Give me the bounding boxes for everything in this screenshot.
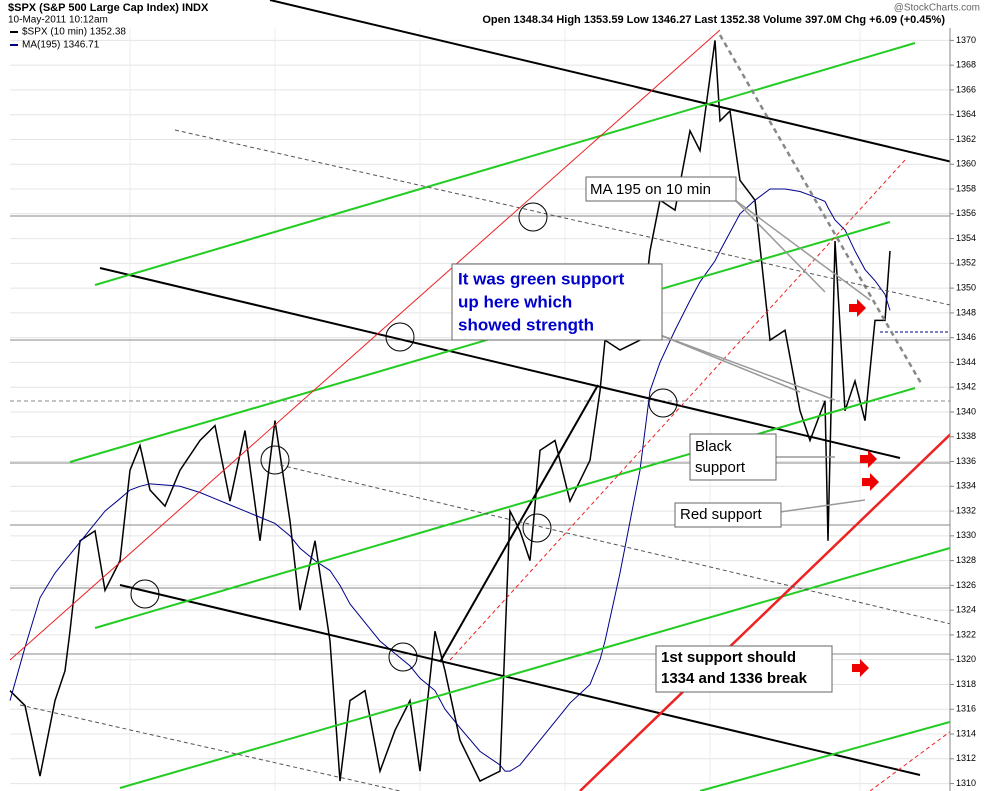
price-levels	[10, 215, 950, 655]
note: 1st support should	[661, 649, 796, 666]
y-tick-label: 1316	[956, 704, 976, 714]
y-tick-label: 1320	[956, 654, 976, 664]
y-tick-label: 1352	[956, 258, 976, 268]
y-tick-label: 1326	[956, 580, 976, 590]
note: support	[695, 459, 746, 476]
legend-label: MA(195) 1346.71	[22, 40, 100, 51]
y-tick-label: 1356	[956, 208, 976, 218]
series-group	[9, 40, 891, 783]
y-tick-label: 1346	[956, 332, 976, 342]
note: MA 195 on 10 min	[590, 181, 711, 198]
note: Black	[695, 438, 732, 455]
y-tick-label: 1344	[956, 357, 976, 367]
legend: $SPX (10 min) 1352.38 MA(195) 1346.71	[10, 27, 126, 51]
y-tick-label: 1324	[956, 605, 976, 615]
axis-background	[950, 28, 986, 791]
y-tick-label: 1322	[956, 629, 976, 639]
y-tick-label: 1338	[956, 431, 976, 441]
note: showed strength	[458, 315, 594, 334]
y-tick-label: 1350	[956, 282, 976, 292]
y-tick-label: 1370	[956, 35, 976, 45]
quote: Open 1348.34 High 1353.59 Low 1346.27 La…	[482, 14, 945, 26]
y-tick-label: 1314	[956, 728, 976, 738]
y-tick-label: 1362	[956, 134, 976, 144]
y-tick-label: 1310	[956, 778, 976, 788]
y-tick-label: 1334	[956, 481, 976, 491]
note-box	[674, 502, 782, 528]
y-tick-label: 1340	[956, 406, 976, 416]
series-line	[9, 188, 891, 772]
source: @StockCharts.com	[894, 3, 980, 14]
annotations: MA 195 on 10 min It was green support up…	[451, 176, 833, 693]
trendlines	[9, 0, 986, 791]
y-tick-label: 1318	[956, 679, 976, 689]
y-tick-label: 1368	[956, 60, 976, 70]
y-tick-label: 1332	[956, 505, 976, 515]
y-tick-label: 1330	[956, 530, 976, 540]
note-box	[689, 433, 777, 481]
note-box	[451, 263, 663, 341]
note-box	[585, 176, 737, 202]
note: 1334 and 1336 break	[661, 670, 808, 687]
y-tick-label: 1354	[956, 233, 976, 243]
y-tick-label: 1312	[956, 753, 976, 763]
symbol: $SPX (S&P 500 Large Cap Index) INDX	[8, 2, 209, 14]
date: 10-May-2011 10:12am	[8, 15, 108, 26]
note: Red support	[680, 506, 763, 523]
legend-label: $SPX (10 min) 1352.38	[22, 27, 126, 38]
grid	[10, 39, 950, 785]
y-tick-label: 1342	[956, 382, 976, 392]
series-line	[9, 40, 891, 783]
y-tick-label: 1364	[956, 109, 976, 119]
note: up here which	[458, 292, 572, 311]
arrows	[849, 299, 879, 677]
note-box	[655, 645, 833, 693]
y-tick-label: 1366	[956, 84, 976, 94]
y-tick-label: 1348	[956, 307, 976, 317]
y-tick-label: 1336	[956, 456, 976, 466]
y-axis: 1310 1312 1314 1316 1318 1320 1322 1324 1326 1328…	[950, 35, 976, 788]
note: It was green support	[458, 269, 625, 288]
y-tick-label: 1358	[956, 183, 976, 193]
y-tick-label: 1360	[956, 159, 976, 169]
y-tick-label: 1328	[956, 555, 976, 565]
